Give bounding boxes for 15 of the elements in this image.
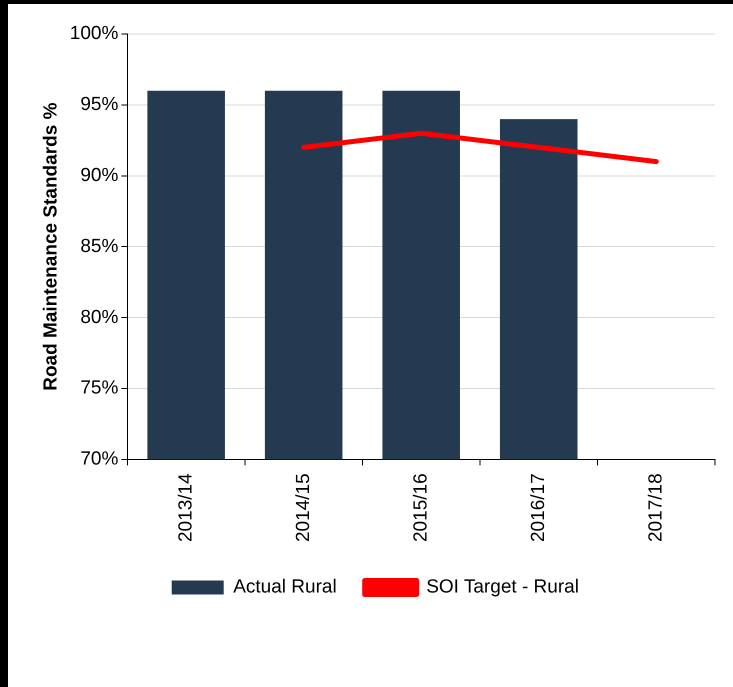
y-tick-label: 80% <box>80 306 118 328</box>
y-tick-label: 75% <box>80 378 118 399</box>
y-tick-label: 70% <box>80 448 118 470</box>
legend-label: Actual Rural <box>233 576 337 598</box>
x-tick-label: 2013/14 <box>175 472 196 542</box>
y-tick-label: 95% <box>80 94 118 116</box>
y-tick-label: 85% <box>80 236 118 257</box>
legend-label: SOI Target - Rural <box>426 576 579 598</box>
x-tick-label: 2014/15 <box>292 473 314 542</box>
y-tick-label: 100% <box>70 23 118 44</box>
x-tick-label: 2016/17 <box>528 473 549 542</box>
x-tick-label: 2015/16 <box>410 473 432 542</box>
y-tick-label: 90% <box>80 165 118 186</box>
y-axis-title: Road Maintenance Standards % <box>40 102 62 391</box>
x-tick-label: 2017/18 <box>645 473 666 542</box>
